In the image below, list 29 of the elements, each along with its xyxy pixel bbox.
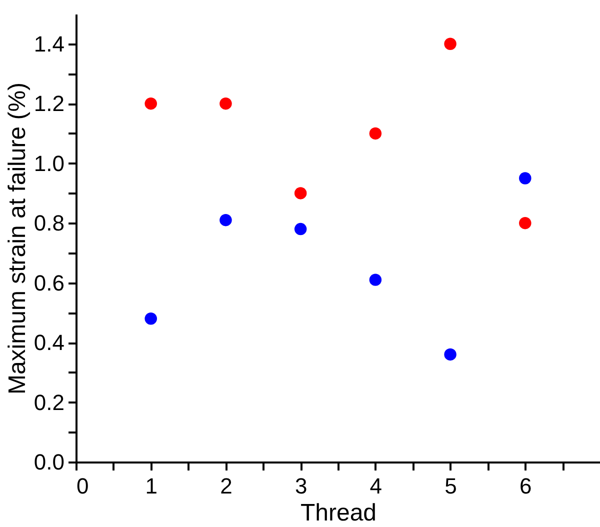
point (144, 97, 157, 110)
point (519, 216, 532, 230)
y-tick-label: 0.0 (34, 450, 64, 474)
y-tick-label: 0.4 (34, 330, 64, 356)
point (369, 127, 382, 140)
x-tick-label: 3 (294, 474, 308, 498)
point (220, 97, 232, 110)
y-tick-label: 1.4 (34, 31, 64, 56)
x-tick-label: 5 (444, 474, 457, 498)
point (519, 172, 532, 184)
point (444, 38, 456, 50)
point (144, 312, 157, 325)
x-tick-label: 1 (145, 474, 158, 498)
x-tick-label: 0 (76, 474, 89, 498)
y-axis-title: Maximum strain at failure (%) (4, 82, 31, 395)
y-tick-label: 1.0 (34, 150, 64, 176)
x-tick-label: 2 (220, 474, 232, 498)
y-tick-label: 0.8 (34, 210, 64, 236)
y-tick-label: 1.2 (34, 91, 64, 116)
point (294, 222, 307, 236)
point (294, 187, 307, 200)
point (369, 274, 382, 286)
y-tick-label: 0.2 (34, 390, 64, 415)
point (220, 214, 232, 226)
x-tick-label: 4 (370, 474, 382, 498)
x-tick-label: 6 (520, 474, 532, 498)
y-tick-label: 0.6 (34, 270, 64, 296)
point (444, 348, 456, 361)
x-axis-title: Thread (300, 500, 377, 526)
